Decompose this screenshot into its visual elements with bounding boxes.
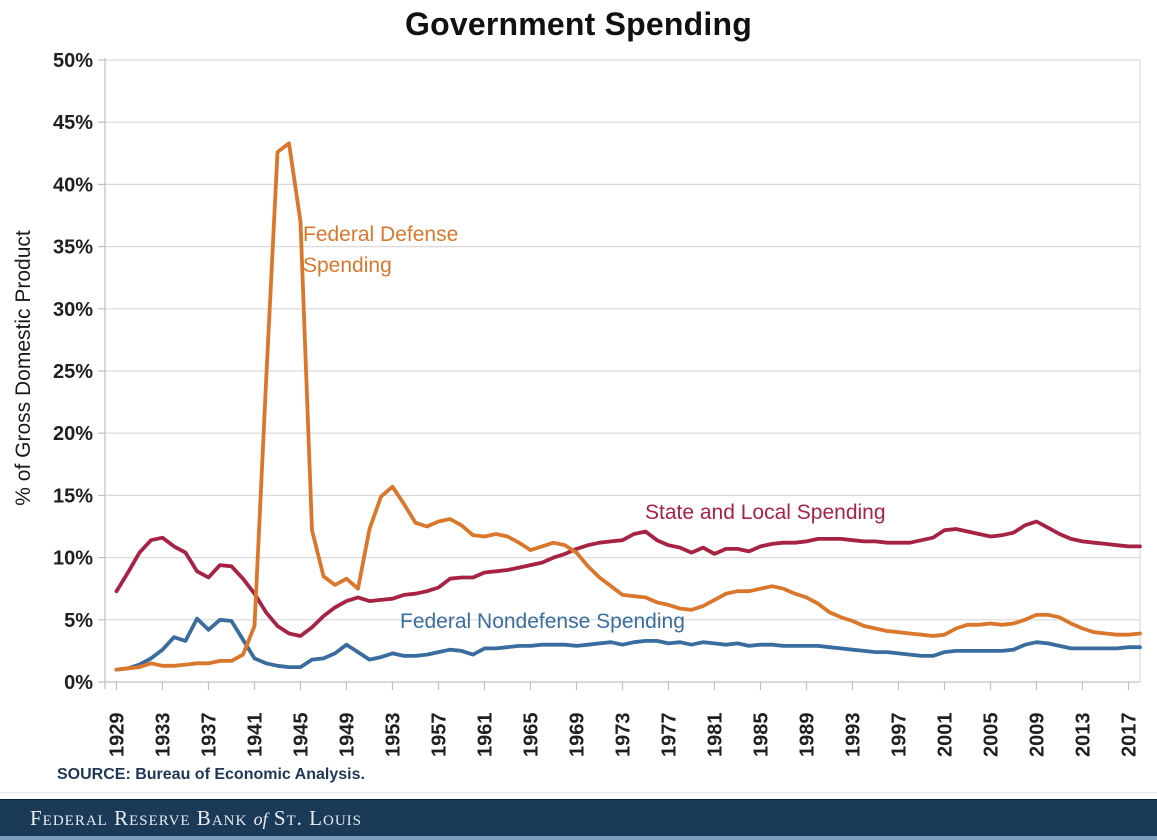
y-tick-label: 20% xyxy=(53,423,93,445)
footer-bank-name-of: of xyxy=(253,809,268,829)
y-tick-label: 15% xyxy=(53,485,93,507)
x-tick-label: 2017 xyxy=(1119,713,1141,758)
x-tick-label: 1997 xyxy=(889,713,911,758)
y-tick-label: 25% xyxy=(53,361,93,383)
nondefense-line xyxy=(114,616,1142,672)
y-tick-label: 45% xyxy=(53,112,93,134)
y-tick-label: 10% xyxy=(53,548,93,570)
x-tick-label: 1961 xyxy=(475,713,497,758)
x-tick-label: 1989 xyxy=(797,713,819,758)
x-tick-label: 1973 xyxy=(613,713,635,758)
x-tick-label: 1929 xyxy=(107,713,129,758)
y-tick-label: 30% xyxy=(53,299,93,321)
x-tick-label: 1945 xyxy=(291,713,313,758)
footer-bank-name-part1: Federal Reserve Bank xyxy=(30,806,248,830)
y-tick-label: 35% xyxy=(53,237,93,259)
x-tick-label: 2009 xyxy=(1027,713,1049,758)
y-tick-label: 0% xyxy=(64,672,93,694)
government-spending-chart: 0% 5% 10% 15% 20% 25% 30% 35% 40% 45% 50% 1929 1933 1… xyxy=(53,50,1142,758)
footer-bar: Federal Reserve Bank of St. Louis xyxy=(0,799,1157,837)
series-label-federal-defense-line2: Spending xyxy=(303,254,392,277)
series-label-federal-defense: Federal Defense Spending xyxy=(303,219,458,281)
footer-bank-name-part3: St. Louis xyxy=(273,806,363,830)
y-tick-label: 40% xyxy=(53,174,93,196)
footer-accent-strip xyxy=(0,836,1157,840)
state_local-line xyxy=(114,519,1142,638)
y-axis-title: % of Gross Domestic Product xyxy=(12,230,35,506)
x-tick-label: 1937 xyxy=(199,713,221,758)
x-tick-label: 1957 xyxy=(429,713,451,758)
x-tick-label: 2013 xyxy=(1073,713,1095,758)
y-tick-label: 5% xyxy=(64,610,93,632)
defense-line xyxy=(114,141,1142,672)
x-tick-label: 1949 xyxy=(337,713,359,758)
x-tick-label: 1965 xyxy=(521,713,543,758)
chart-title: Government Spending xyxy=(405,6,752,42)
x-tick-label: 1941 xyxy=(245,713,267,758)
x-tick-label: 2005 xyxy=(981,713,1003,758)
series-label-state-local: State and Local Spending xyxy=(645,501,886,524)
source-note: SOURCE: Bureau of Economic Analysis. xyxy=(57,766,365,783)
footer-bank-name: Federal Reserve Bank of St. Louis xyxy=(30,806,362,831)
y-tick-label: 50% xyxy=(53,50,93,72)
series-label-federal-nondefense: Federal Nondefense Spending xyxy=(400,610,685,633)
series-label-federal-defense-line1: Federal Defense xyxy=(303,223,459,246)
x-tick-label: 1977 xyxy=(659,713,681,758)
x-tick-label: 2001 xyxy=(935,713,957,758)
x-tick-label: 1985 xyxy=(751,713,773,758)
x-tick-label: 1993 xyxy=(843,713,865,758)
x-tick-label: 1933 xyxy=(153,713,175,758)
x-tick-label: 1953 xyxy=(383,713,405,758)
x-tick-label: 1969 xyxy=(567,713,589,758)
x-tick-label: 1981 xyxy=(705,713,727,758)
divider-line xyxy=(0,792,1157,793)
